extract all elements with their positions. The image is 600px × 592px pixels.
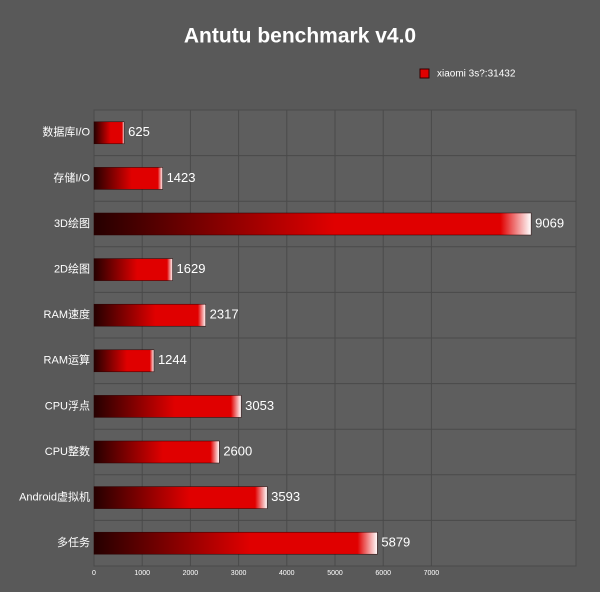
- x-tick-label: 2000: [183, 570, 199, 577]
- y-tick-label: 多任务: [57, 535, 90, 549]
- legend-label: xiaomi 3s?:31432: [437, 69, 516, 80]
- y-tick-label: Android虚拟机: [19, 490, 90, 504]
- value-label: 5879: [381, 535, 410, 550]
- x-tick-label: 4000: [279, 570, 295, 577]
- value-label: 9069: [535, 215, 564, 230]
- value-label: 625: [128, 124, 150, 139]
- y-tick-label: 数据库I/O: [42, 125, 90, 139]
- y-tick-label: CPU浮点: [45, 399, 90, 412]
- bar: [93, 395, 242, 418]
- legend-swatch: [419, 68, 430, 79]
- value-label: 1629: [177, 261, 206, 276]
- bar: [93, 486, 268, 509]
- bar: [93, 440, 220, 464]
- value-label: 2317: [210, 307, 239, 322]
- x-tick-label: 7000: [424, 570, 440, 577]
- x-tick-label: 6000: [375, 570, 391, 577]
- value-label: 3053: [245, 398, 274, 413]
- bar: [93, 303, 206, 327]
- value-label: 1423: [167, 170, 196, 185]
- y-tick-label: 3D绘图: [54, 216, 90, 230]
- value-label: 3593: [271, 489, 300, 504]
- value-label: 2600: [223, 443, 252, 458]
- y-tick-label: 2D绘图: [54, 262, 90, 276]
- x-tick-label: 3000: [231, 570, 247, 577]
- x-tick-label: 0: [92, 570, 96, 577]
- value-label: 1244: [158, 352, 187, 367]
- y-tick-label: RAM运算: [44, 353, 90, 367]
- bar: [93, 531, 378, 555]
- bar: [93, 258, 173, 281]
- bar: [93, 349, 155, 373]
- bar: [93, 212, 532, 236]
- chart-title: Antutu benchmark v4.0: [184, 25, 416, 48]
- y-tick-label: RAM速度: [44, 307, 90, 321]
- x-tick-label: 1000: [134, 570, 150, 577]
- y-tick-label: CPU整数: [45, 444, 90, 458]
- x-tick-label: 5000: [327, 570, 343, 577]
- bar: [93, 167, 163, 190]
- bar: [93, 121, 125, 145]
- y-tick-label: 存储I/O: [53, 170, 90, 184]
